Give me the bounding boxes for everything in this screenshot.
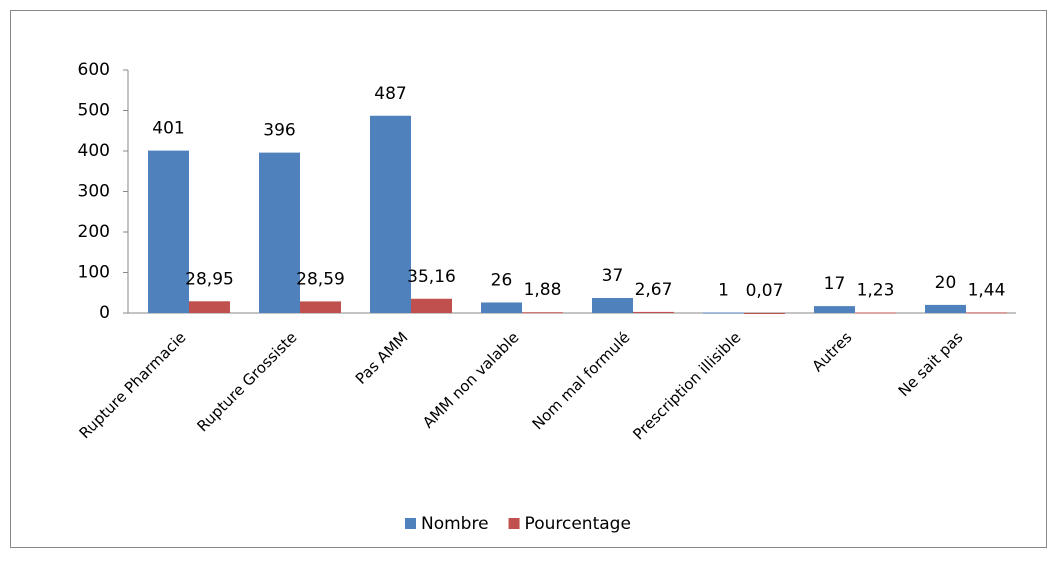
data-label: 1,88	[524, 280, 562, 300]
y-tick-label: 500	[78, 101, 110, 121]
data-label: 1,23	[857, 281, 895, 301]
legend-swatch	[405, 518, 416, 529]
data-label: 35,16	[407, 267, 456, 287]
legend-swatch	[508, 518, 520, 529]
bar	[925, 304, 966, 313]
legend-label: Nombre	[421, 514, 489, 534]
data-label: 17	[824, 274, 846, 294]
data-label: 2,67	[635, 280, 673, 300]
data-label: 37	[602, 266, 624, 286]
y-tick-label: 200	[78, 222, 110, 242]
bar	[592, 298, 633, 313]
data-label: 1	[718, 281, 729, 301]
data-label: 20	[935, 273, 957, 293]
bar	[300, 301, 341, 313]
bar	[370, 115, 411, 313]
bar	[966, 312, 1007, 314]
data-label: 401	[152, 119, 184, 139]
bar	[189, 301, 230, 313]
legend-label: Pourcentage	[525, 514, 631, 534]
y-tick-label: 0	[99, 303, 110, 323]
bar	[481, 302, 522, 313]
data-label: 487	[374, 84, 406, 104]
bar	[522, 312, 563, 314]
data-label: 28,59	[296, 269, 345, 289]
bar	[855, 312, 896, 314]
data-label: 396	[263, 121, 295, 141]
bar	[744, 312, 785, 314]
bar	[148, 150, 189, 313]
bar	[259, 152, 300, 313]
data-label: 1,44	[968, 280, 1006, 300]
data-label: 28,95	[185, 269, 234, 289]
bar	[411, 298, 452, 313]
y-tick-label: 100	[78, 263, 110, 283]
bar	[703, 312, 744, 314]
y-tick-label: 300	[78, 182, 110, 202]
data-label: 26	[491, 270, 513, 290]
data-label: 0,07	[746, 281, 784, 301]
bar	[814, 306, 855, 313]
y-tick-label: 400	[78, 141, 110, 161]
bar	[633, 311, 674, 313]
y-tick-label: 600	[78, 60, 110, 80]
